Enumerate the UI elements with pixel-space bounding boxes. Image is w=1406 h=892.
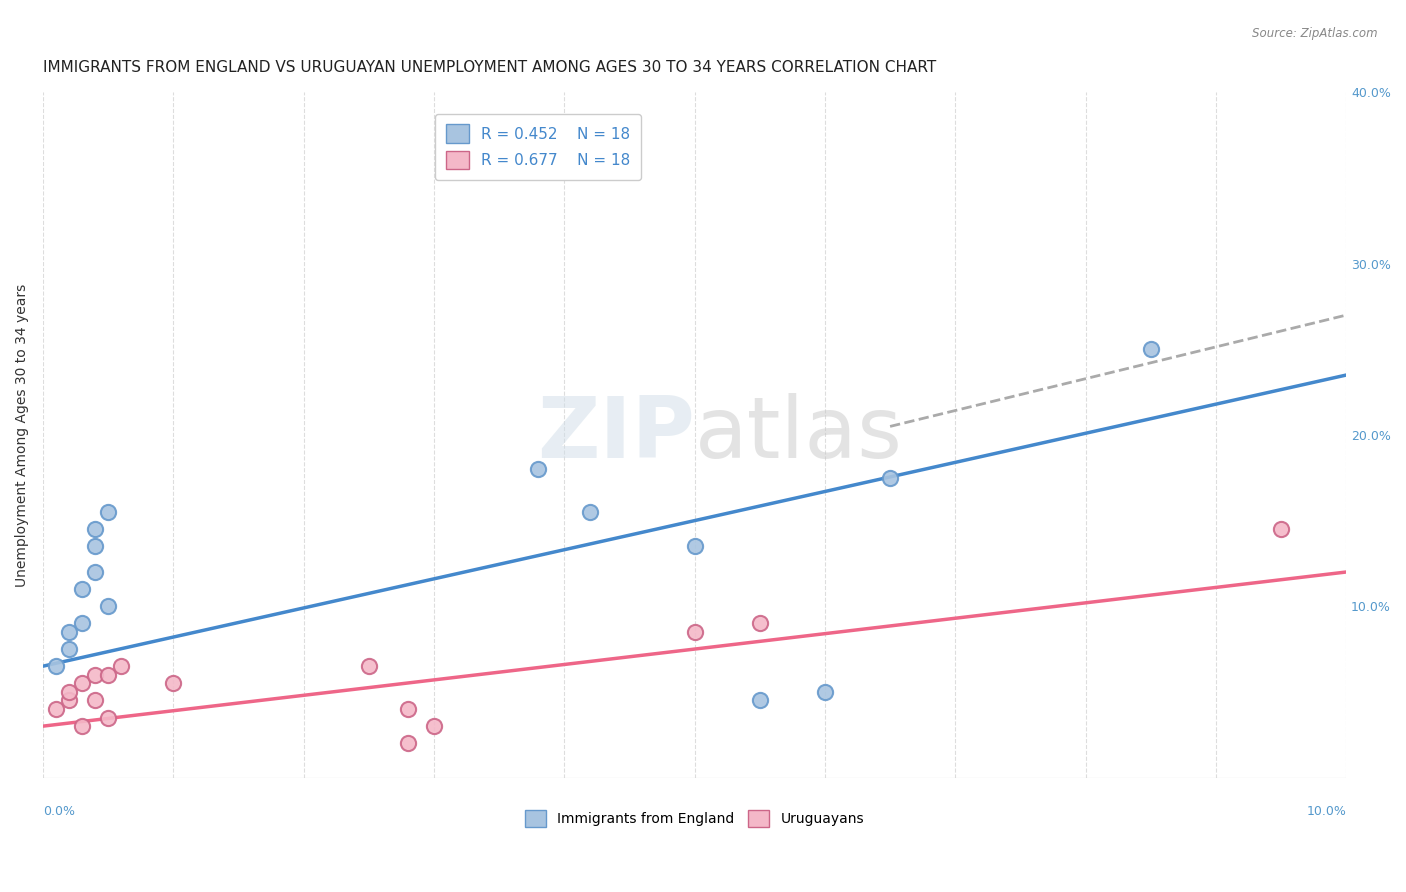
Point (45, 702, 67, 716)
Legend: Immigrants from England, Uruguayans: Immigrants from England, Uruguayans (520, 805, 869, 832)
Point (1139, 343, 1161, 357)
Y-axis label: Unemployment Among Ages 30 to 34 years: Unemployment Among Ages 30 to 34 years (15, 284, 30, 587)
Point (70, 616, 93, 631)
Text: IMMIGRANTS FROM ENGLAND VS URUGUAYAN UNEMPLOYMENT AMONG AGES 30 TO 34 YEARS CORR: IMMIGRANTS FROM ENGLAND VS URUGUAYAN UNE… (44, 60, 936, 75)
Point (84, 565, 107, 579)
Text: 0.0%: 0.0% (44, 805, 75, 818)
Point (527, 462, 550, 476)
Point (58, 693, 80, 707)
Point (1270, 522, 1292, 536)
Point (683, 624, 706, 639)
Point (84, 667, 107, 681)
Point (58, 685, 80, 699)
Text: atlas: atlas (695, 393, 903, 476)
Text: ZIP: ZIP (537, 393, 695, 476)
Point (70, 676, 93, 690)
Point (423, 719, 446, 733)
Point (84, 693, 107, 707)
Point (58, 624, 80, 639)
Point (396, 736, 419, 750)
Point (97, 505, 120, 519)
Point (97, 710, 120, 724)
Point (396, 702, 419, 716)
Point (110, 659, 132, 673)
Point (70, 719, 93, 733)
Point (45, 659, 67, 673)
Point (527, 145, 550, 160)
Point (748, 693, 770, 707)
Point (84, 522, 107, 536)
Point (579, 505, 602, 519)
Point (814, 685, 837, 699)
Point (58, 642, 80, 657)
Text: Source: ZipAtlas.com: Source: ZipAtlas.com (1253, 27, 1378, 40)
Point (162, 676, 184, 690)
Point (97, 599, 120, 614)
Point (84, 539, 107, 553)
Point (683, 539, 706, 553)
Point (70, 582, 93, 596)
Point (97, 667, 120, 681)
Point (748, 616, 770, 631)
Point (357, 659, 380, 673)
Text: 10.0%: 10.0% (1306, 805, 1347, 818)
Point (879, 471, 901, 485)
